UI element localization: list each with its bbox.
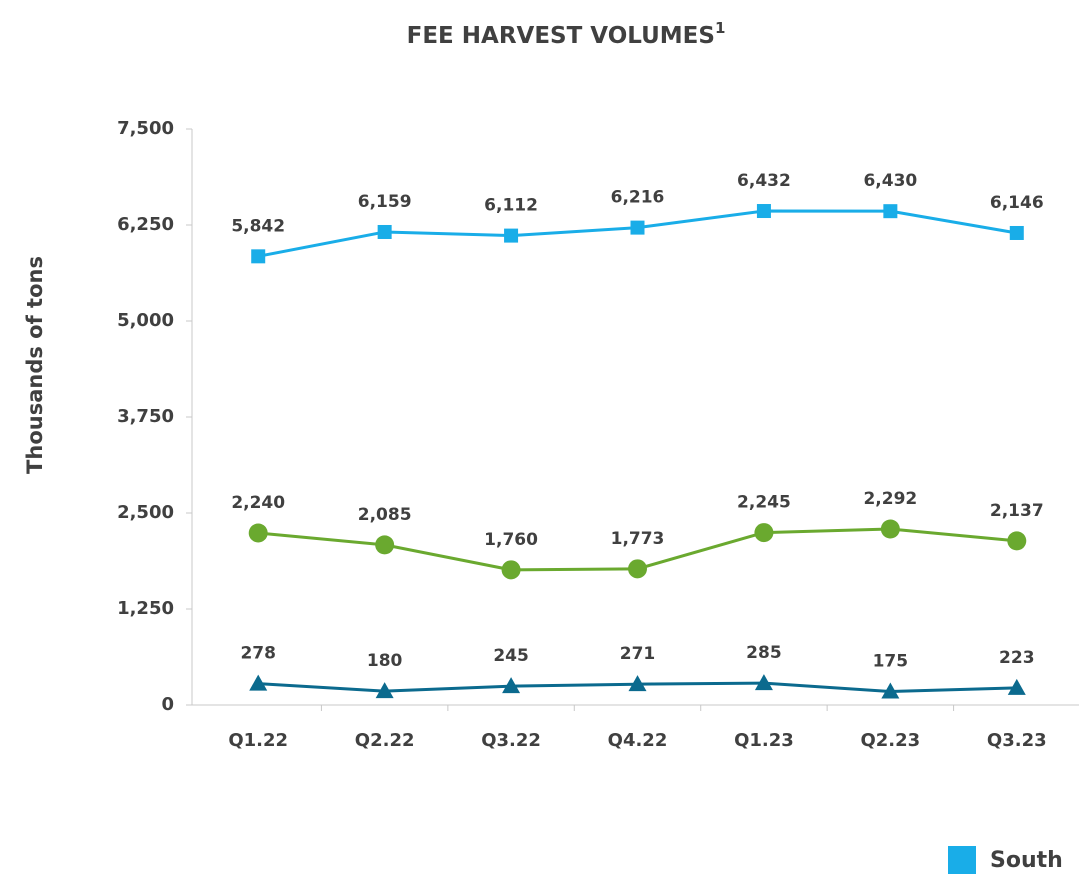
data-label: 1,773 [611, 529, 665, 549]
x-tick-label: Q2.23 [860, 730, 920, 751]
marker [754, 674, 773, 691]
y-tick-label: 1,250 [117, 598, 174, 619]
data-label: 223 [999, 648, 1035, 668]
chart-title-text: FEE HARVEST VOLUMES [407, 23, 715, 49]
data-label: 6,430 [863, 171, 917, 191]
x-tick-label: Q1.23 [734, 730, 794, 751]
data-label: 1,760 [484, 530, 538, 550]
marker [248, 523, 268, 543]
data-label: 285 [746, 643, 782, 663]
marker [375, 535, 395, 555]
data-label: 245 [493, 646, 529, 666]
marker [880, 519, 900, 539]
y-tick-label: 2,500 [117, 502, 174, 523]
data-label: 6,159 [358, 192, 412, 212]
data-label: 5,842 [231, 216, 285, 236]
x-tick-label: Q3.22 [481, 730, 541, 751]
data-label: 6,146 [990, 193, 1044, 213]
data-label: 6,432 [737, 171, 791, 191]
y-tick-label: 0 [161, 694, 174, 715]
data-label: 2,245 [737, 493, 791, 513]
x-tick-label: Q4.22 [608, 730, 668, 751]
chart-title-superscript: 1 [715, 19, 725, 37]
marker [1009, 225, 1024, 240]
data-label: 271 [620, 644, 656, 664]
marker [501, 560, 521, 580]
data-label: 278 [240, 644, 276, 664]
data-label: 2,137 [990, 501, 1044, 521]
x-tick-label: Q2.22 [355, 730, 415, 751]
x-tick-label: Q1.22 [228, 730, 288, 751]
marker [1007, 678, 1026, 695]
marker [628, 675, 647, 692]
data-label: 2,240 [231, 493, 285, 513]
marker [754, 523, 774, 543]
marker [756, 204, 771, 219]
marker [504, 228, 519, 243]
data-label: 2,085 [358, 505, 412, 525]
legend-swatch [948, 846, 976, 874]
y-tick-label: 7,500 [117, 118, 174, 139]
marker [502, 677, 521, 694]
chart-title: FEE HARVEST VOLUMES1 [407, 19, 726, 49]
data-label: 175 [873, 652, 909, 672]
marker [377, 224, 392, 239]
marker [251, 249, 266, 264]
marker [881, 682, 900, 699]
marker [883, 204, 898, 219]
y-tick-label: 3,750 [117, 406, 174, 427]
y-axis-title: Thousands of tons [23, 256, 47, 474]
marker [628, 559, 647, 579]
marker [249, 674, 268, 691]
y-tick-label: 5,000 [117, 310, 174, 331]
marker [630, 220, 645, 235]
marker [1007, 531, 1027, 551]
x-tick-label: Q3.23 [987, 730, 1047, 751]
data-label: 6,216 [611, 188, 665, 208]
marker [375, 682, 394, 699]
legend-label: South [990, 848, 1063, 873]
data-label: 6,112 [484, 196, 538, 216]
data-label: 2,292 [863, 489, 917, 509]
data-label: 180 [367, 651, 403, 671]
y-tick-label: 6,250 [117, 214, 174, 235]
